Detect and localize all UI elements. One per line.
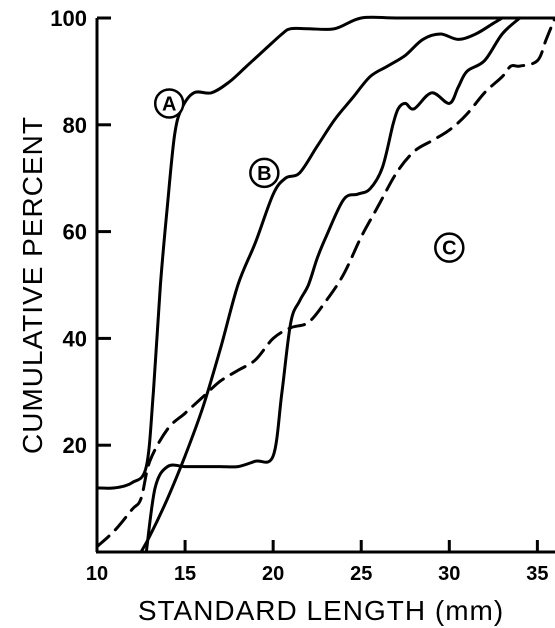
series-a-line xyxy=(95,15,555,490)
curve-label-b: B xyxy=(257,163,271,185)
x-tick-label-30: 30 xyxy=(438,563,460,585)
x-tick-label-35: 35 xyxy=(526,563,548,585)
curve-label-c-circle xyxy=(434,232,465,263)
y-axis-title: CUMULATIVE PERCENT xyxy=(17,116,48,454)
y-tick-label-40: 40 xyxy=(63,326,87,351)
x-tick-label-20: 20 xyxy=(262,563,284,585)
y-ticks: 20 40 60 80 100 xyxy=(50,6,111,458)
y-tick-label-100: 100 xyxy=(50,6,87,31)
y-tick-label-60: 60 xyxy=(63,220,87,245)
x-tick-label-15: 15 xyxy=(174,563,196,585)
y-tick-label-20: 20 xyxy=(63,433,87,458)
x-tick-label-10: 10 xyxy=(86,563,108,585)
series-lines xyxy=(95,15,555,554)
curve-labels: A B C xyxy=(153,88,465,263)
x-ticks: 10 15 20 25 30 35 xyxy=(86,540,549,585)
x-tick-label-25: 25 xyxy=(350,563,372,585)
x-axis-title: STANDARD LENGTH (mm) xyxy=(138,595,504,626)
series-dashed-line xyxy=(95,16,555,549)
curve-label-c: C xyxy=(442,238,456,260)
series-c-line xyxy=(144,16,522,554)
curve-label-a: A xyxy=(162,93,176,115)
y-tick-label-80: 80 xyxy=(63,113,87,138)
series-b-line xyxy=(139,16,504,554)
curve-label-b-circle xyxy=(249,157,280,189)
curve-label-a-circle xyxy=(153,88,185,119)
